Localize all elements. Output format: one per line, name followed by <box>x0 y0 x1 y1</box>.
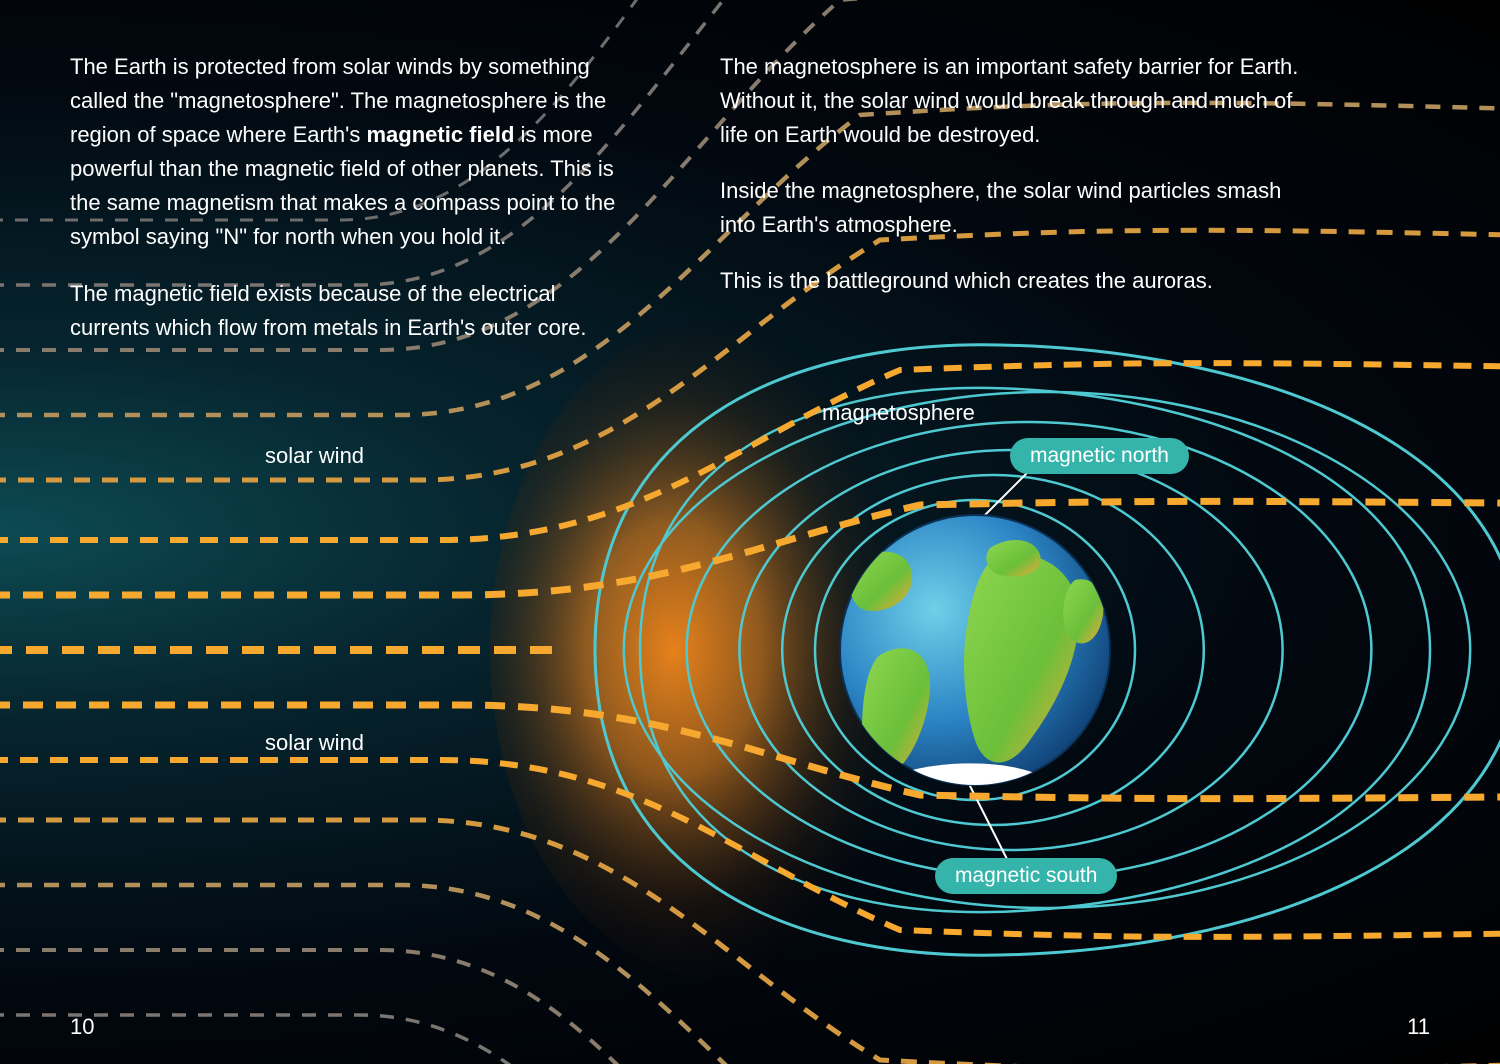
leader-line-north <box>980 470 1030 520</box>
leader-line-south <box>968 782 1010 865</box>
left-page-text: The Earth is protected from solar winds … <box>70 50 630 367</box>
right-para-3: This is the battleground which creates t… <box>720 264 1310 298</box>
p1-bold: magnetic field <box>366 122 514 147</box>
earth-continents <box>848 540 1103 792</box>
label-solar-wind-top: solar wind <box>265 443 364 469</box>
page-number-right: 11 <box>1407 1014 1430 1040</box>
right-page-text: The magnetosphere is an important safety… <box>720 50 1310 321</box>
pill-magnetic-south: magnetic south <box>935 858 1117 894</box>
left-para-2: The magnetic field exists because of the… <box>70 277 630 345</box>
left-para-1: The Earth is protected from solar winds … <box>70 50 630 255</box>
right-para-2: Inside the magnetosphere, the solar wind… <box>720 174 1310 242</box>
label-magnetosphere: magnetosphere <box>822 400 975 426</box>
page-number-left: 10 <box>70 1014 94 1040</box>
earth-globe <box>840 515 1110 785</box>
page-spread: The Earth is protected from solar winds … <box>0 0 1500 1064</box>
right-para-1: The magnetosphere is an important safety… <box>720 50 1310 152</box>
label-solar-wind-bottom: solar wind <box>265 730 364 756</box>
pill-magnetic-north: magnetic north <box>1010 438 1189 474</box>
